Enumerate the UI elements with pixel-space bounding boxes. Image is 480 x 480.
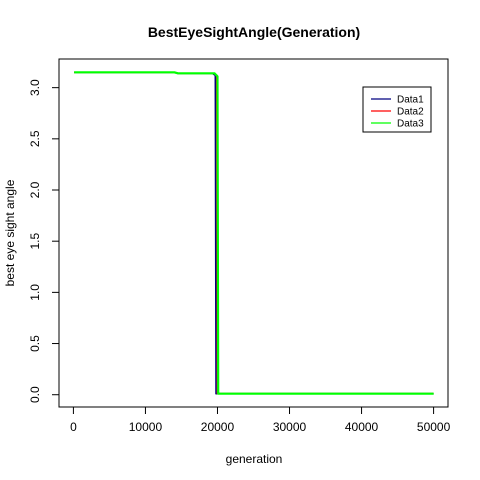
legend-box <box>362 86 432 133</box>
legend-label: Data3 <box>397 119 424 130</box>
y-axis: 0.0 0.5 1.0 1.5 2.0 2.5 3.0 <box>28 79 60 403</box>
x-tick-label: 50000 <box>417 420 451 434</box>
x-axis-label: generation <box>226 452 283 466</box>
chart-title: BestEyeSightAngle(Generation) <box>148 24 360 40</box>
y-tick-label: 1.0 <box>28 284 42 301</box>
series-line-data3 <box>74 71 434 395</box>
y-tick-label: 1.5 <box>28 233 42 250</box>
y-tick-label: 0.5 <box>28 335 42 352</box>
x-tick-label: 0 <box>70 420 77 434</box>
series-layer <box>74 71 434 395</box>
y-tick-label: 2.0 <box>28 181 42 198</box>
y-tick-label: 3.0 <box>28 79 42 96</box>
x-tick-label: 20000 <box>201 420 235 434</box>
y-axis-label: best eye sight angle <box>3 179 17 286</box>
y-tick-label: 2.5 <box>28 130 42 147</box>
x-tick-label: 10000 <box>129 420 163 434</box>
legend-label: Data1 <box>397 95 424 106</box>
y-tick-label: 0.0 <box>28 386 42 403</box>
x-tick-label: 40000 <box>345 420 379 434</box>
x-tick-label: 30000 <box>273 420 307 434</box>
legend-label: Data2 <box>397 107 424 118</box>
x-axis: 0 10000 20000 30000 40000 50000 <box>70 406 451 434</box>
